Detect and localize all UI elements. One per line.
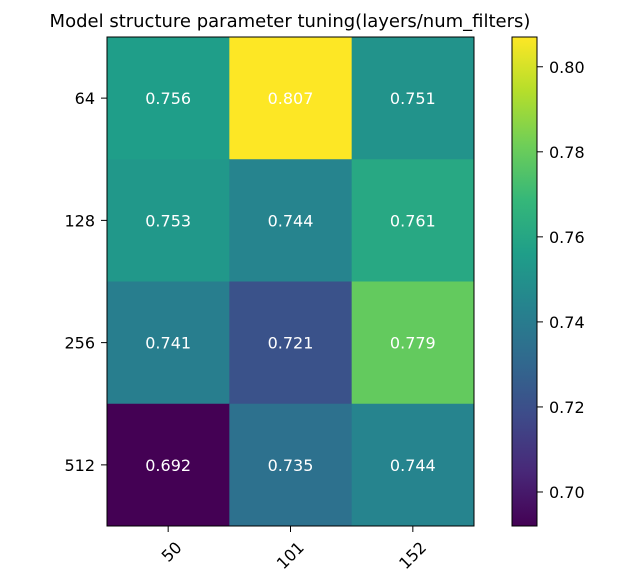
- cell-value-label: 0.744: [268, 211, 314, 230]
- cell-value-label: 0.721: [268, 334, 314, 353]
- chart-title: Model structure parameter tuning(layers/…: [50, 11, 531, 32]
- y-axis: 64 128 256 512: [64, 89, 107, 475]
- colorbar: [511, 36, 538, 527]
- y-tick-label: 128: [64, 211, 95, 230]
- x-axis: 50 101 152: [158, 526, 430, 573]
- heatmap-cell: [107, 159, 230, 282]
- heatmap-cell: [351, 403, 475, 527]
- cell-value-label: 0.761: [390, 211, 436, 230]
- x-tick-label: 152: [395, 538, 430, 573]
- cell-value-label: 0.807: [268, 89, 314, 108]
- heatmap-cell: [229, 403, 353, 527]
- cell-value-label: 0.692: [145, 456, 191, 475]
- heatmap-cell: [107, 281, 230, 405]
- colorbar-tick-label: 0.78: [549, 143, 585, 162]
- y-tick-label: 512: [64, 456, 95, 475]
- x-tick-label: 50: [158, 538, 186, 566]
- colorbar-tick-label: 0.74: [549, 313, 585, 332]
- y-tick-label: 256: [64, 334, 95, 353]
- heatmap-cell: [107, 403, 230, 527]
- cell-value-label: 0.756: [145, 89, 191, 108]
- colorbar-tick-label: 0.72: [549, 398, 585, 417]
- cell-value-label: 0.741: [145, 334, 191, 353]
- colorbar-tick-label: 0.70: [549, 483, 585, 502]
- cell-value-label: 0.779: [390, 334, 436, 353]
- colorbar-tick-label: 0.80: [549, 58, 585, 77]
- colorbar-tick-label: 0.76: [549, 228, 585, 247]
- heatmap-cell: [351, 37, 475, 160]
- heatmap-cells: 0.756 0.807 0.751 0.753 0.744 0.761 0.741 0.721…: [107, 37, 475, 527]
- cell-value-label: 0.735: [268, 456, 314, 475]
- colorbar-axis: 0.70 0.72 0.74 0.76 0.78 0.80: [537, 58, 585, 502]
- heatmap-cell: [351, 159, 475, 282]
- cell-value-label: 0.744: [390, 456, 436, 475]
- heatmap-cell: [351, 281, 475, 405]
- heatmap-cell: [229, 281, 353, 405]
- y-tick-label: 64: [75, 89, 95, 108]
- heatmap-cell: [229, 37, 353, 160]
- heatmap-cell: [107, 37, 230, 160]
- heatmap-cell: [229, 159, 353, 282]
- x-tick-label: 101: [273, 538, 308, 573]
- cell-value-label: 0.751: [390, 89, 436, 108]
- cell-value-label: 0.753: [145, 211, 191, 230]
